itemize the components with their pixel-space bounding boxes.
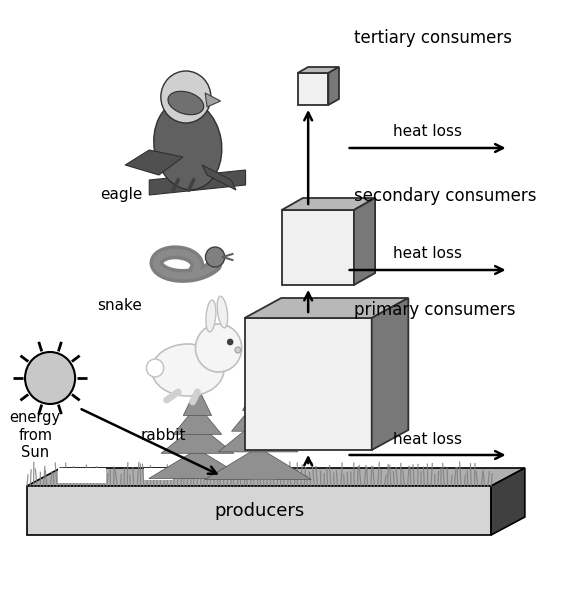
Circle shape — [228, 339, 233, 345]
Polygon shape — [125, 150, 183, 175]
Polygon shape — [298, 67, 339, 73]
Ellipse shape — [206, 300, 216, 332]
Text: heat loss: heat loss — [393, 432, 462, 446]
Text: tertiary consumers: tertiary consumers — [354, 29, 513, 47]
Polygon shape — [328, 67, 339, 105]
Polygon shape — [205, 447, 311, 479]
Ellipse shape — [151, 344, 224, 396]
Text: secondary consumers: secondary consumers — [354, 187, 537, 205]
Polygon shape — [27, 486, 491, 535]
Text: rabbit: rabbit — [141, 428, 187, 443]
Circle shape — [206, 247, 225, 267]
Polygon shape — [491, 468, 525, 535]
Text: primary consumers: primary consumers — [354, 301, 516, 319]
Text: energy
from
Sun: energy from Sun — [10, 410, 60, 460]
Bar — [58, 468, 106, 483]
Polygon shape — [218, 420, 298, 452]
Text: snake: snake — [98, 298, 142, 312]
Polygon shape — [183, 386, 211, 415]
Circle shape — [195, 324, 242, 372]
Polygon shape — [173, 405, 222, 434]
Polygon shape — [232, 399, 285, 431]
Polygon shape — [372, 298, 408, 450]
Bar — [145, 468, 173, 480]
Circle shape — [161, 71, 211, 123]
Text: heat loss: heat loss — [393, 124, 462, 139]
Polygon shape — [298, 73, 328, 105]
Polygon shape — [161, 424, 234, 453]
Circle shape — [146, 359, 164, 377]
Circle shape — [235, 347, 241, 353]
Polygon shape — [354, 198, 375, 285]
Polygon shape — [149, 170, 245, 195]
Polygon shape — [282, 198, 375, 210]
Text: heat loss: heat loss — [393, 247, 462, 261]
Bar — [251, 468, 274, 480]
Polygon shape — [242, 378, 274, 410]
Polygon shape — [245, 318, 372, 450]
Polygon shape — [245, 298, 408, 318]
Circle shape — [25, 352, 75, 404]
Polygon shape — [282, 210, 354, 285]
Text: eagle: eagle — [100, 188, 142, 203]
Ellipse shape — [154, 100, 222, 190]
Polygon shape — [27, 468, 525, 486]
Polygon shape — [149, 449, 246, 479]
Ellipse shape — [168, 91, 204, 114]
Text: producers: producers — [214, 501, 304, 519]
Ellipse shape — [217, 296, 228, 328]
Polygon shape — [202, 165, 236, 190]
Polygon shape — [205, 93, 221, 107]
